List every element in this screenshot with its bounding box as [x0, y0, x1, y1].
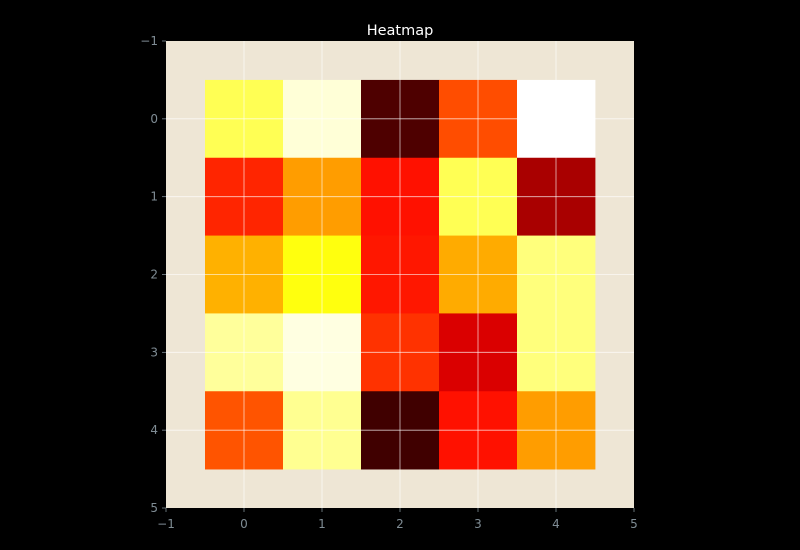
chart-title: Heatmap — [367, 23, 434, 39]
x-tick-label: −1 — [157, 517, 175, 531]
y-tick-label: 1 — [150, 190, 158, 204]
grid-lines — [166, 41, 634, 508]
x-tick-label: 2 — [396, 517, 404, 531]
x-tick-label: 5 — [630, 517, 638, 531]
y-tick-label: 0 — [150, 112, 158, 126]
x-axis: −1 0 1 2 3 4 5 — [157, 508, 638, 531]
y-tick-label: 4 — [150, 423, 158, 437]
y-tick-label: 3 — [150, 345, 158, 359]
x-tick-label: 4 — [552, 517, 560, 531]
y-axis: −1 0 1 2 3 4 5 — [140, 34, 166, 515]
y-tick-label: 5 — [150, 501, 158, 515]
x-tick-label: 0 — [240, 517, 248, 531]
x-tick-label: 3 — [474, 517, 482, 531]
x-tick-label: 1 — [318, 517, 326, 531]
y-tick-label: −1 — [140, 34, 158, 48]
y-tick-label: 2 — [150, 268, 158, 282]
